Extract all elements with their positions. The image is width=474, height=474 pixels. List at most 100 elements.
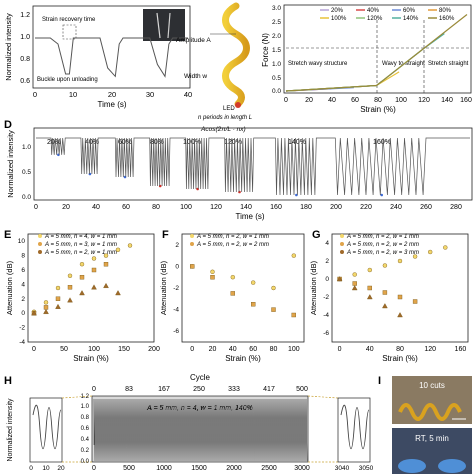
scatter-point [189,264,195,269]
scatter-xlabel: Strain (%) [382,354,418,363]
scatter-legend-label: A = 5 mm, n = 2, w = 1 mm [196,234,269,240]
force-legend-label: 100% [331,16,347,22]
amplitude-label: Amplitude A [176,37,211,44]
c-annotation-buckle: Buckle upon unloading [37,77,98,83]
d-intensity-trace [36,137,470,197]
force-ytick: 1.0 [272,61,281,68]
scatter-frame [27,233,155,343]
scatter-point [443,245,448,250]
h-ytick: 0.2 [81,448,90,454]
scatter-point [367,267,372,273]
h-inset-tick: 0 [29,465,33,472]
force-legend-label: 160% [439,16,455,22]
force-region-wavy: Stretch wavy structure [288,61,348,67]
scatter-point [366,294,373,300]
force-xlabel: Strain (%) [360,105,396,114]
scatter-ytick: 0 [325,276,329,283]
h-time-tick: 500 [123,465,135,472]
scatter-point [382,290,388,295]
force-xtick: 80 [374,97,382,104]
h-ytick: 0.8 [81,415,90,421]
scatter-xtick: 160 [455,346,467,353]
scatter-point [271,307,276,312]
scatter-xtick: 200 [148,346,160,353]
d-xtick: 0 [34,204,38,211]
force-legend-label: 80% [439,8,452,14]
h-cycle-label: Cycle [190,373,211,382]
scatter-point [397,294,403,300]
h-cycle-tick: 417 [263,386,275,393]
panel-c-y-ticks: 0.6 0.8 1.0 1.2 [20,12,30,85]
zoom-connector [307,395,339,399]
scatter-ytick: 4 [325,240,329,247]
scatter-frame [181,233,305,343]
scatter-ylabel: Attenuation (dB) [5,260,14,315]
force-ytick: 0.5 [272,75,281,82]
scatter-ytick: 0 [175,263,179,270]
h-inset-tick: 20 [57,465,65,472]
scatter-point [79,262,85,267]
h-y-ticks: 0.0 0.2 0.4 0.6 0.8 1.0 1.2 [81,394,90,465]
force-xtick: 0 [284,97,288,104]
panel-c-inset-photo [143,9,185,41]
panel-d: D 20% 40% 60% 80% 100% 120% 140% 160% 0.… [4,119,473,221]
panel-i: I 10 cuts RT, 5 min [378,375,472,474]
d-xtick: 20 [62,204,70,211]
h-time-tick: 2000 [226,465,242,472]
scatter-ytick: 4 [21,281,25,288]
force-xtick: 40 [328,97,336,104]
scatter-xtick: 80 [270,346,278,353]
d-xtick: 280 [450,204,462,211]
scatter-ytick: -2 [323,294,329,301]
h-cycle-tick: 83 [125,386,133,393]
scatter-point [43,305,49,310]
scatter-ytick: -6 [323,330,329,337]
scatter-legend-label: A = 5 mm, n = 4, w = 1 mm [44,234,117,240]
scatter-point [43,308,49,314]
force-ylabel: Force (N) [261,33,270,67]
scatter-point [127,243,133,248]
d-xtick: 120 [210,204,222,211]
h-cycle-tick: 500 [296,386,308,393]
scatter-xlabel: Strain (%) [73,354,109,363]
scatter-point [352,272,357,277]
scatter-ytick: -2 [19,325,25,332]
force-ytick: 0.0 [272,88,281,95]
panel-c-x-ticks: 0 10 20 30 40 [33,90,192,99]
h-inset-tick: 3050 [359,465,374,472]
scatter-legend-marker [340,234,344,238]
scatter-xtick: 0 [190,346,194,353]
scatter-point [103,282,109,288]
scatter-legend-marker [38,242,42,246]
d-strain-label: 40% [85,139,99,146]
width-label: Width w [184,73,207,80]
scatter-point [382,263,388,268]
scatter-legend-marker [190,234,194,238]
d-peak-marker [380,193,384,197]
scatter-legend-marker [38,250,42,254]
scatter-point [428,249,433,255]
d-xtick: 220 [360,204,372,211]
scatter-point [103,253,109,258]
h-inset-tick: 10 [42,465,50,472]
force-xtick: 60 [351,97,359,104]
h-time-ticks: 0 500 1000 1500 2000 2500 3000 [92,465,310,472]
d-strain-label: 80% [150,139,164,146]
scatter-point [382,303,388,309]
wavy-structure-icon [222,2,250,108]
d-ytick: 0.5 [22,169,31,176]
scatter-point [31,310,37,316]
h-inset-right-trace [340,404,370,450]
panel-letter: G [312,229,321,241]
scatter-point [351,285,358,291]
scatter-frame [331,233,469,343]
scatter-legend-label: A = 5 mm, n = 2, w = 2 mm [196,242,269,248]
force-region-straight: Stretch straight [428,61,469,67]
scatter-point [250,302,256,307]
force-series-120% [285,49,423,92]
scatter-point [91,284,97,290]
h-inset-left [29,397,63,463]
scatter-legend-label: A = 5 mm, n = 3, w = 1 mm [44,242,117,248]
